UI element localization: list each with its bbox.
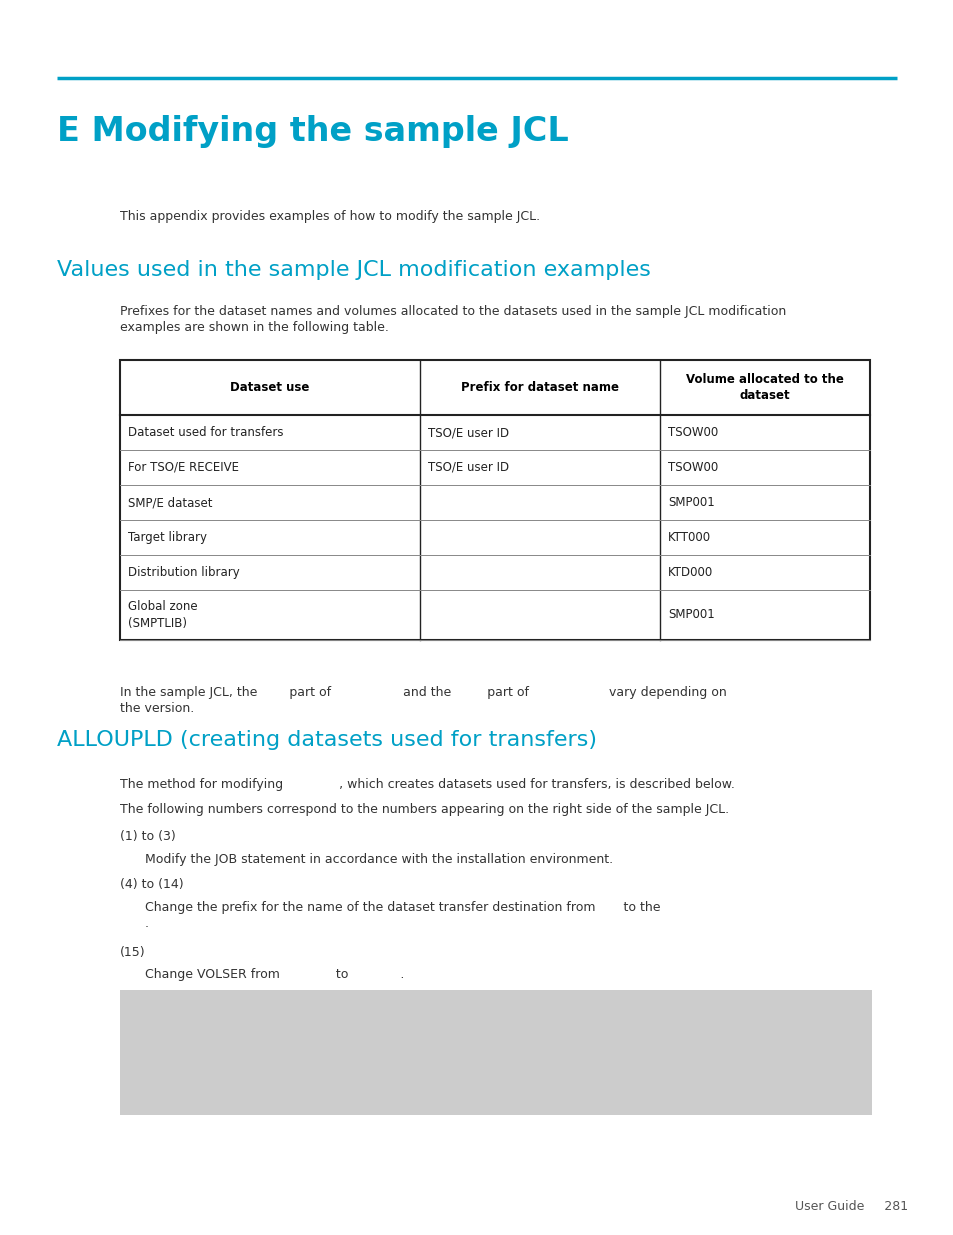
Text: Prefixes for the dataset names and volumes allocated to the datasets used in the: Prefixes for the dataset names and volum… [120,305,785,317]
Text: The method for modifying              , which creates datasets used for transfer: The method for modifying , which creates… [120,778,734,790]
Text: KTD000: KTD000 [667,566,713,579]
Text: User Guide     281: User Guide 281 [794,1200,907,1213]
Text: TSOW00: TSOW00 [667,426,718,438]
Text: TSOW00: TSOW00 [667,461,718,474]
Bar [120,359,869,640]
Text: SMP001: SMP001 [667,496,714,509]
Text: In the sample JCL, the        part of                  and the         part of  : In the sample JCL, the part of and the p… [120,685,726,699]
Text: Prefix for dataset name: Prefix for dataset name [460,382,618,394]
Text: Values used in the sample JCL modification examples: Values used in the sample JCL modificati… [57,261,650,280]
Text: Change VOLSER from              to             .: Change VOLSER from to . [145,968,404,981]
Text: TSO/E user ID: TSO/E user ID [428,426,509,438]
Text: Change the prefix for the name of the dataset transfer destination from       to: Change the prefix for the name of the da… [145,902,659,914]
Text: The following numbers correspond to the numbers appearing on the right side of t: The following numbers correspond to the … [120,803,728,816]
Text: Dataset use: Dataset use [230,382,310,394]
Text: Volume allocated to the
dataset: Volume allocated to the dataset [685,373,843,403]
Text: (15): (15) [120,946,146,960]
Text: Dataset used for transfers: Dataset used for transfers [128,426,283,438]
Bar [120,990,871,1115]
Text: .: . [145,918,149,930]
Text: This appendix provides examples of how to modify the sample JCL.: This appendix provides examples of how t… [120,210,539,224]
Text: SMP001: SMP001 [667,609,714,621]
Text: Target library: Target library [128,531,207,543]
Text: ALLOUPLD (creating datasets used for transfers): ALLOUPLD (creating datasets used for tra… [57,730,597,750]
Text: (1) to (3): (1) to (3) [120,830,175,844]
Text: Global zone
(SMPTLIB): Global zone (SMPTLIB) [128,600,197,630]
Text: For TSO/E RECEIVE: For TSO/E RECEIVE [128,461,239,474]
Text: SMP/E dataset: SMP/E dataset [128,496,213,509]
Text: the version.: the version. [120,701,194,715]
Text: KTT000: KTT000 [667,531,710,543]
Text: TSO/E user ID: TSO/E user ID [428,461,509,474]
Text: Distribution library: Distribution library [128,566,239,579]
Text: (4) to (14): (4) to (14) [120,878,183,890]
Text: Modify the JOB statement in accordance with the installation environment.: Modify the JOB statement in accordance w… [145,853,613,866]
Text: E Modifying the sample JCL: E Modifying the sample JCL [57,115,568,148]
Text: examples are shown in the following table.: examples are shown in the following tabl… [120,321,389,333]
